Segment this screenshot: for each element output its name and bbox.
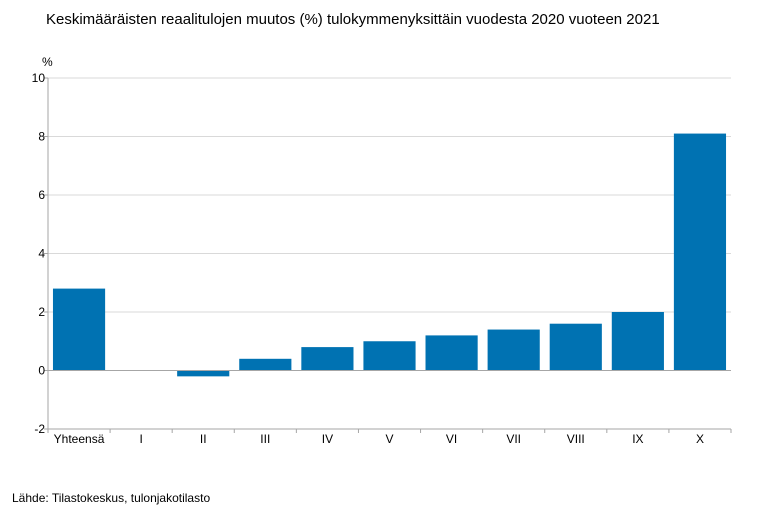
bar-ix [611,312,664,371]
bar-v [363,341,416,371]
bar-iv [301,347,354,371]
y-tick-label: -2 [34,422,45,436]
bar-viii [549,323,602,371]
bar-iii [239,358,292,371]
chart-title: Keskimääräisten reaalitulojen muutos (%)… [46,11,660,28]
source-note: Lähde: Tilastokeskus, tulonjakotilasto [12,491,211,505]
y-tick-label: 8 [38,130,45,144]
bar-yhteensä [52,288,106,371]
x-tick-label: III [260,432,270,446]
x-tick-label: VI [446,432,457,446]
y-tick-label: 0 [38,364,45,378]
grid-lines [48,77,731,430]
bar-vii [487,329,540,371]
bar-vi [425,335,478,371]
x-tick-label: IX [632,432,643,446]
y-tick-label: 2 [38,305,45,319]
y-tick-label: 10 [32,71,46,85]
y-tick-label: 4 [38,247,45,261]
axes [44,77,732,433]
x-tick-label: VII [506,432,521,446]
x-tick-label: Yhteensä [54,432,105,446]
x-tick-label: V [385,432,393,446]
bar-x [673,133,727,371]
bar-ii [177,370,230,377]
x-tick-label: I [139,432,142,446]
x-tick-label: IV [322,432,333,446]
y-axis-label: % [42,55,53,69]
x-tick-label: VIII [567,432,585,446]
y-tick-label: 6 [38,188,45,202]
bars [52,133,727,377]
x-tick-label: II [200,432,207,446]
x-tick-label: X [696,432,704,446]
